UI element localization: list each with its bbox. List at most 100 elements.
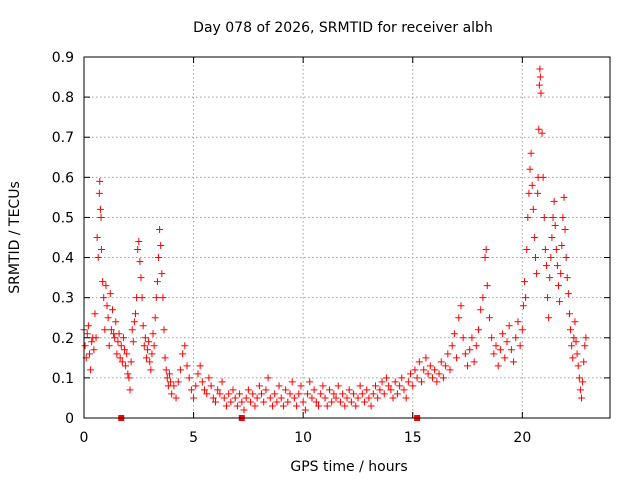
y-axis-title: SRMTID / TECUs [7, 181, 23, 294]
data-point [247, 398, 255, 406]
data-point [87, 366, 95, 374]
data-point [374, 394, 382, 402]
data-point [111, 334, 119, 342]
data-point [290, 394, 298, 402]
data-point [521, 278, 529, 286]
data-point [398, 374, 406, 382]
data-point [156, 225, 164, 233]
data-point [149, 330, 157, 338]
axis-ticks [83, 56, 610, 419]
data-point [297, 382, 305, 390]
data-point [534, 189, 542, 197]
data-point [525, 189, 533, 197]
data-point [155, 254, 163, 262]
data-point [391, 378, 399, 386]
data-point [526, 165, 534, 173]
data-point [148, 350, 156, 358]
data-point [205, 374, 213, 382]
data-point [499, 330, 507, 338]
data-point [334, 382, 342, 390]
data-point [249, 390, 257, 398]
data-point [306, 378, 314, 386]
data-point [84, 322, 92, 330]
data-point [404, 378, 412, 386]
data-point [356, 382, 364, 390]
data-point [271, 390, 279, 398]
data-point [343, 394, 351, 402]
data-point [152, 294, 160, 302]
data-point [321, 394, 329, 402]
data-point [122, 362, 130, 370]
data-point [141, 334, 149, 342]
data-point [144, 346, 152, 354]
data-point [541, 246, 549, 254]
data-point [578, 394, 586, 402]
data-point [150, 342, 158, 350]
data-point [181, 342, 189, 350]
data-point [116, 354, 124, 362]
data-point [99, 278, 107, 286]
data-point [214, 386, 222, 394]
data-point [387, 386, 395, 394]
y-tick-label: 0.9 [52, 50, 74, 66]
data-point [464, 362, 472, 370]
data-point [282, 386, 290, 394]
data-point [304, 390, 312, 398]
data-point [236, 390, 244, 398]
data-point [494, 362, 502, 370]
data-point [501, 354, 509, 362]
data-point [415, 358, 423, 366]
data-point [325, 386, 333, 394]
data-point [134, 246, 142, 254]
data-point [216, 390, 224, 398]
data-point [118, 358, 126, 366]
data-point [562, 254, 570, 262]
data-point [183, 362, 191, 370]
data-point [165, 370, 173, 378]
data-point [389, 394, 397, 402]
data-point [378, 378, 386, 386]
data-point [198, 378, 206, 386]
y-tick-label: 0.5 [52, 210, 74, 226]
x-tick-label: 15 [404, 430, 422, 446]
data-point [244, 386, 252, 394]
data-point [457, 302, 465, 310]
data-point [127, 358, 135, 366]
data-point [367, 402, 375, 410]
chart-title: Day 078 of 2026, SRMTID for receiver alb… [193, 20, 493, 36]
data-point [145, 338, 153, 346]
data-point [573, 350, 581, 358]
data-point [158, 270, 166, 278]
data-point [242, 394, 250, 402]
data-point [273, 398, 281, 406]
data-point [203, 390, 211, 398]
data-point [393, 390, 401, 398]
data-point [317, 390, 325, 398]
data-point [547, 254, 555, 262]
data-point [418, 378, 426, 386]
data-point [125, 374, 133, 382]
data-point [106, 290, 114, 298]
data-point [190, 394, 198, 402]
data-point [98, 246, 106, 254]
x-tick-label: 10 [294, 430, 312, 446]
data-point [527, 149, 535, 157]
data-point [385, 382, 393, 390]
data-point [258, 390, 266, 398]
data-point [466, 346, 474, 354]
data-point [536, 73, 544, 81]
data-point [286, 390, 294, 398]
data-point [579, 378, 587, 386]
data-point [431, 366, 439, 374]
data-point [101, 326, 109, 334]
data-point [354, 394, 362, 402]
y-tick-label: 0.1 [52, 371, 74, 387]
data-point [569, 354, 577, 362]
data-point [319, 382, 327, 390]
data-point [448, 342, 456, 350]
data-point [277, 394, 285, 402]
data-point [222, 402, 230, 410]
data-point [168, 390, 176, 398]
data-point [162, 366, 170, 374]
data-point [94, 254, 102, 262]
